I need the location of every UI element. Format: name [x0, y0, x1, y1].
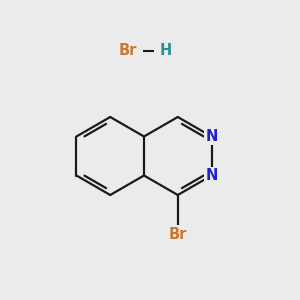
Text: H: H [160, 44, 172, 59]
Text: Br: Br [118, 44, 137, 59]
Text: N: N [206, 168, 218, 183]
Text: Br: Br [169, 226, 187, 242]
Text: N: N [206, 129, 218, 144]
